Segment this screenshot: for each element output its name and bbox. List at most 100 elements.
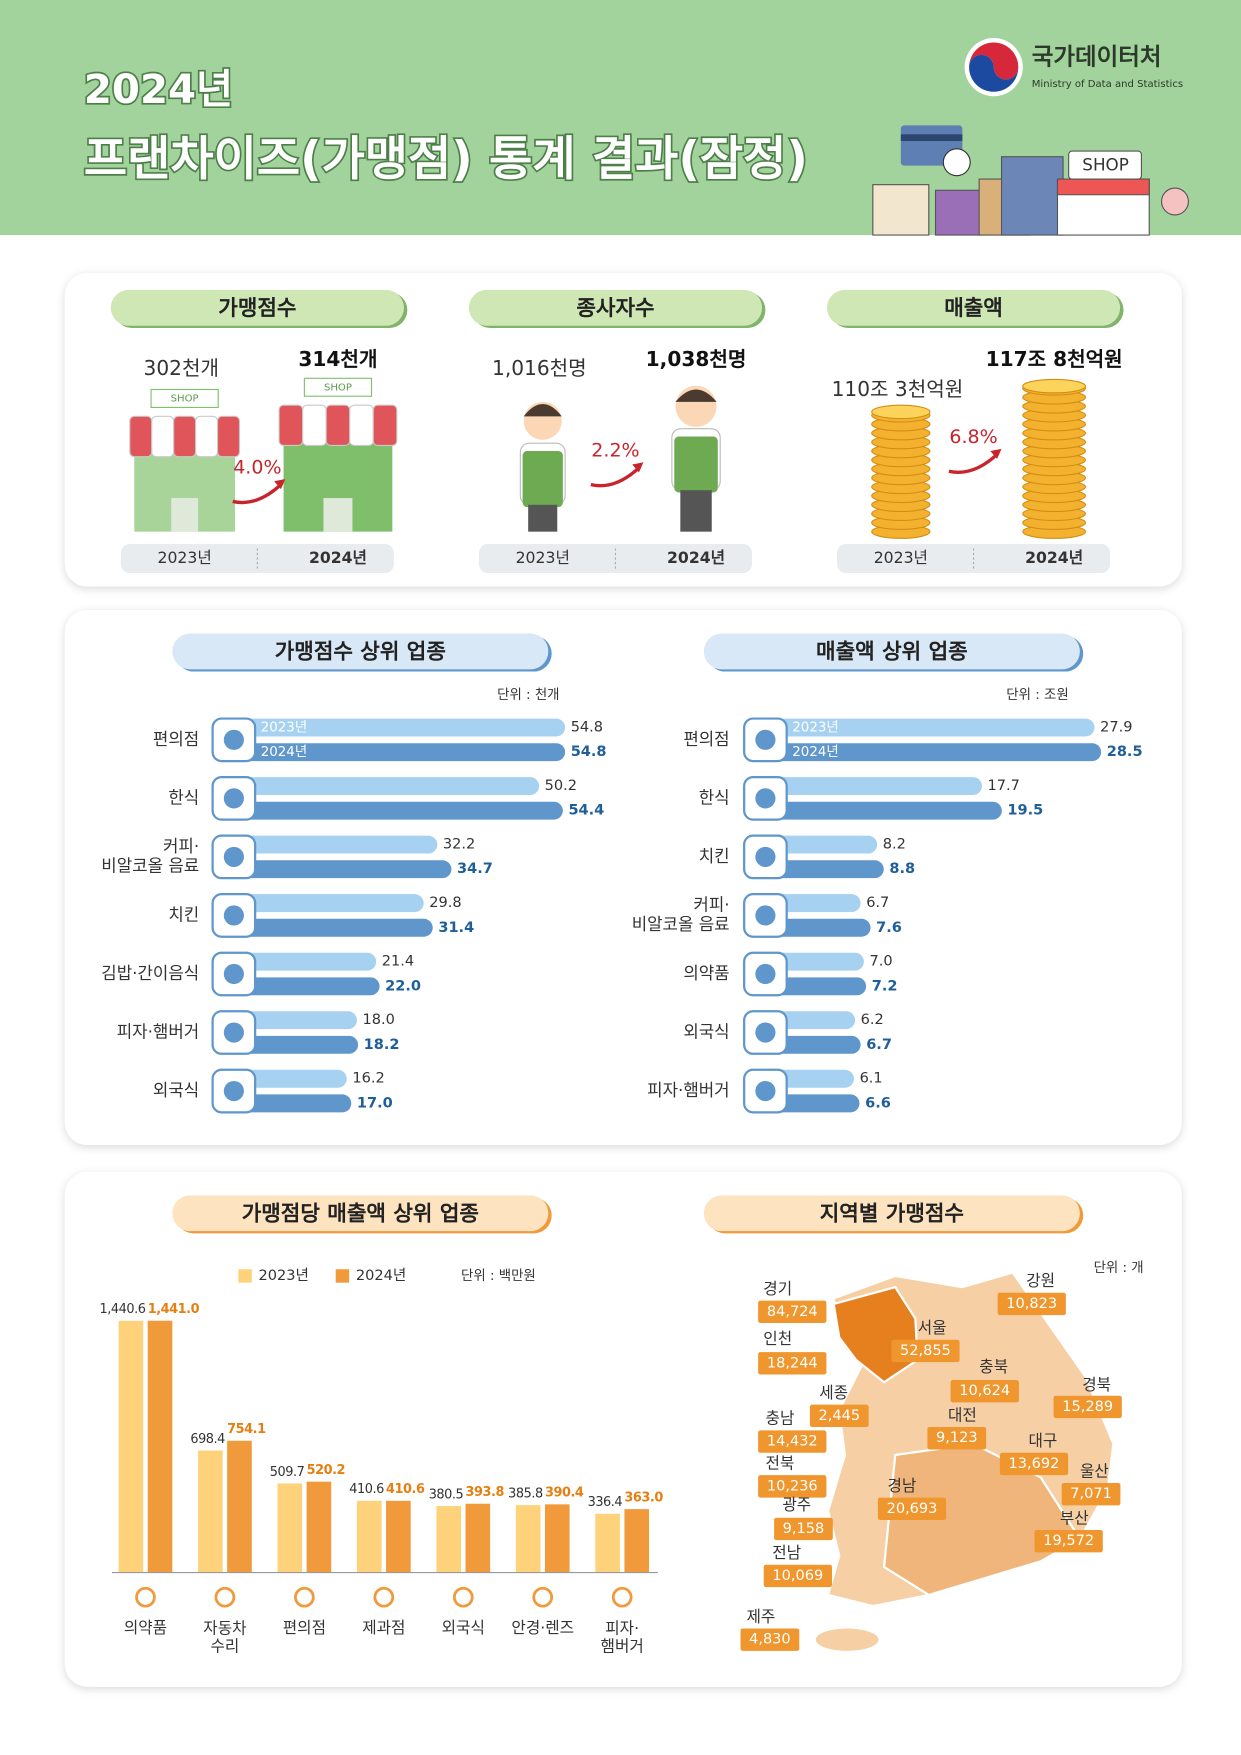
region-tag xyxy=(809,1404,869,1428)
value-label: 54.4 xyxy=(568,803,604,819)
value-label: 20,693 xyxy=(887,1501,938,1517)
value-label: 13,692 xyxy=(1009,1456,1060,1472)
value-label: 10,236 xyxy=(767,1478,818,1494)
region-name: 대전 xyxy=(948,1405,977,1424)
current-value: 117조 8천억원 xyxy=(986,347,1123,371)
icon xyxy=(611,1586,633,1608)
category-label: 커피· 비알코올 음료 xyxy=(632,895,730,934)
bar xyxy=(771,743,1102,762)
category-label: 피자·햄버거 xyxy=(117,1022,199,1042)
icon xyxy=(135,1586,156,1608)
icon xyxy=(223,788,244,809)
icon xyxy=(755,788,776,809)
value-label: 9,158 xyxy=(783,1521,825,1537)
section-title: 가맹점수 상위 업종 xyxy=(275,640,446,665)
awning xyxy=(349,404,374,447)
value-label: 16.2 xyxy=(352,1071,384,1087)
arrow-head xyxy=(990,448,1002,459)
bar xyxy=(239,860,452,879)
bar xyxy=(515,1505,541,1573)
value-label: 7.2 xyxy=(872,978,898,994)
icon xyxy=(755,846,776,867)
value-label: 18.0 xyxy=(363,1012,395,1028)
vest xyxy=(522,451,563,508)
category-label: 한식 xyxy=(699,787,730,807)
awning xyxy=(151,415,175,458)
region-name: 충북 xyxy=(979,1357,1008,1376)
category-label: 한식 xyxy=(168,787,199,807)
title-pill xyxy=(468,289,763,326)
region-name: 광주 xyxy=(782,1495,811,1514)
icon xyxy=(223,729,244,750)
region-name: 강원 xyxy=(1026,1271,1055,1290)
bar xyxy=(306,1481,332,1573)
region-tag xyxy=(891,1339,960,1363)
value-label: 54.8 xyxy=(571,744,607,760)
region-tag xyxy=(740,1628,800,1651)
year-label: 2023년 xyxy=(516,548,570,567)
icon xyxy=(755,1080,776,1102)
change-arrow xyxy=(590,465,642,488)
value-label: 8.2 xyxy=(883,837,906,853)
year-label: 2023년 xyxy=(874,548,928,567)
value-label: 6.6 xyxy=(865,1095,891,1111)
unit-label: 단위 : 백만원 xyxy=(461,1268,536,1284)
arrow-head xyxy=(274,479,286,490)
hair xyxy=(675,389,717,402)
region-tag xyxy=(997,1292,1066,1316)
region-tag xyxy=(950,1380,1019,1403)
bar xyxy=(771,1094,860,1113)
value-label: 1,441.0 xyxy=(148,1302,200,1317)
previous-value: 110조 3천억원 xyxy=(832,377,964,401)
region-name: 부산 xyxy=(1060,1508,1089,1527)
region-tag xyxy=(758,1352,827,1375)
region-tag xyxy=(1061,1483,1121,1506)
section-title: 가맹점당 매출액 상위 업종 xyxy=(242,1201,479,1226)
icon xyxy=(532,1586,554,1608)
bar xyxy=(771,718,1095,737)
text-line: 비알코올 음료 xyxy=(101,856,199,876)
bar xyxy=(239,835,438,854)
awning xyxy=(195,415,219,458)
value-label: 9,123 xyxy=(936,1430,978,1446)
previous-value: 1,016천명 xyxy=(492,356,587,380)
region-name: 충남 xyxy=(766,1409,795,1428)
icon xyxy=(223,905,244,926)
change-rate: 2.2% xyxy=(591,440,639,462)
icon xyxy=(214,1586,236,1608)
value-label: 22.0 xyxy=(385,978,421,994)
bar xyxy=(771,894,861,913)
value-label: 4,830 xyxy=(749,1632,791,1648)
text-line: 햄버거 xyxy=(601,1636,644,1655)
icon xyxy=(223,963,244,985)
section-title: 가맹점수 xyxy=(218,296,296,321)
change-rate: 6.8% xyxy=(949,426,997,448)
previous-value: 302천개 xyxy=(144,356,219,380)
value-label: 7,071 xyxy=(1070,1486,1112,1502)
value-label: 10,823 xyxy=(1006,1296,1057,1312)
bar xyxy=(239,1069,347,1088)
value-label: 17.7 xyxy=(988,778,1020,794)
legend-label: 2024년 xyxy=(261,744,307,760)
icon xyxy=(755,1022,776,1043)
region-tag xyxy=(1034,1530,1103,1553)
category-label: 의약품 xyxy=(683,963,729,983)
value-label: 698.4 xyxy=(190,1432,225,1447)
bar xyxy=(227,1440,252,1573)
value-label: 21.4 xyxy=(382,954,414,970)
bar xyxy=(356,1500,382,1573)
coin-top xyxy=(1022,378,1087,394)
category-label: 치킨 xyxy=(168,904,199,924)
icon xyxy=(755,729,776,750)
region-name: 전북 xyxy=(766,1453,795,1472)
category-label: 제과점 xyxy=(362,1618,405,1637)
text-line: 비알코올 음료 xyxy=(632,914,730,934)
category-label: 외국식 xyxy=(153,1080,199,1100)
category-label: 편의점 xyxy=(683,729,729,749)
value-label: 19.5 xyxy=(1007,803,1043,819)
region-tag xyxy=(758,1475,827,1498)
icon xyxy=(223,846,244,867)
unit-label: 단위 : 천개 xyxy=(497,687,559,703)
value-label: 34.7 xyxy=(457,861,493,877)
